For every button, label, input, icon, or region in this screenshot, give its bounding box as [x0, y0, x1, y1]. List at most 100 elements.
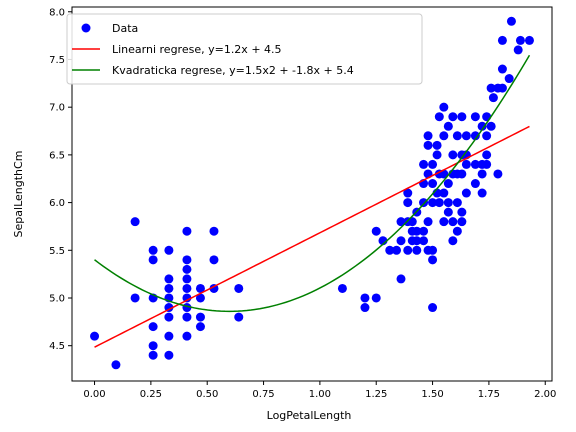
- y-axis: 4.5 5.0 5.5 6.0 6.5 7.0 7.5 8.0: [49, 7, 72, 352]
- legend-marker-data: [81, 23, 91, 33]
- data-point: [488, 93, 498, 103]
- data-point: [195, 293, 205, 303]
- x-tick-label: 1.75: [478, 389, 500, 400]
- data-point: [403, 188, 413, 198]
- data-point: [419, 159, 429, 169]
- data-point: [439, 102, 449, 112]
- data-point: [164, 331, 174, 341]
- x-tick-label: 1.00: [309, 389, 331, 400]
- data-point: [428, 198, 438, 208]
- data-point: [423, 131, 433, 141]
- data-point: [396, 274, 406, 284]
- data-point: [111, 360, 121, 370]
- data-point: [477, 169, 487, 179]
- data-point: [457, 207, 467, 217]
- data-point: [493, 169, 503, 179]
- data-point: [148, 255, 158, 265]
- data-point: [182, 283, 192, 293]
- data-point: [439, 217, 449, 227]
- data-point: [470, 112, 480, 122]
- legend-label-quadratic: Kvadraticka regrese, y=1.5x2 + -1.8x + 5…: [112, 64, 354, 77]
- data-point: [486, 121, 496, 131]
- legend-label-data: Data: [112, 22, 138, 35]
- y-tick-label: 7.5: [49, 55, 65, 66]
- data-point: [477, 188, 487, 198]
- data-point: [182, 264, 192, 274]
- data-point: [423, 140, 433, 150]
- data-point: [513, 45, 523, 55]
- x-tick-label: 0.75: [252, 389, 274, 400]
- data-point: [428, 159, 438, 169]
- quadratic-regression-curve: [94, 54, 531, 313]
- data-point: [195, 322, 205, 332]
- data-point: [403, 198, 413, 208]
- data-point: [448, 236, 458, 246]
- data-point: [182, 312, 192, 322]
- data-point: [506, 16, 516, 26]
- data-point: [457, 169, 467, 179]
- data-point: [371, 293, 381, 303]
- y-tick-label: 8.0: [49, 7, 65, 18]
- x-tick-label: 1.25: [365, 389, 387, 400]
- data-point: [443, 179, 453, 189]
- data-point: [452, 198, 462, 208]
- data-point: [423, 217, 433, 227]
- data-point: [448, 150, 458, 160]
- data-point: [396, 236, 406, 246]
- data-point: [439, 131, 449, 141]
- data-point: [419, 226, 429, 236]
- data-point: [457, 112, 467, 122]
- y-axis-label: SepalLengthCm: [12, 151, 25, 238]
- data-point: [392, 245, 402, 255]
- data-point: [148, 322, 158, 332]
- data-point: [182, 293, 192, 303]
- data-point: [470, 159, 480, 169]
- data-point: [164, 312, 174, 322]
- data-point: [130, 217, 140, 227]
- data-point: [182, 255, 192, 265]
- data-point: [360, 303, 370, 313]
- data-point: [461, 159, 471, 169]
- data-point: [443, 198, 453, 208]
- data-point: [428, 245, 438, 255]
- data-point: [419, 236, 429, 246]
- data-point: [504, 74, 514, 84]
- data-point: [439, 188, 449, 198]
- data-point: [448, 217, 458, 227]
- data-point: [182, 274, 192, 284]
- data-point: [385, 245, 395, 255]
- data-point: [428, 255, 438, 265]
- data-point: [182, 226, 192, 236]
- data-point: [164, 350, 174, 360]
- data-point: [443, 121, 453, 131]
- data-point: [443, 207, 453, 217]
- data-point: [497, 64, 507, 74]
- data-point: [452, 226, 462, 236]
- data-point: [477, 121, 487, 131]
- data-point: [452, 131, 462, 141]
- data-point: [360, 293, 370, 303]
- data-point: [486, 83, 496, 93]
- data-point: [524, 35, 534, 45]
- data-point: [412, 236, 422, 246]
- data-point: [234, 283, 244, 293]
- legend: Data Linearni regrese, y=1.2x + 4.5 Kvad…: [66, 13, 423, 85]
- data-point: [209, 255, 219, 265]
- data-point: [195, 312, 205, 322]
- data-point: [337, 283, 347, 293]
- data-point: [164, 245, 174, 255]
- data-point: [164, 283, 174, 293]
- data-point: [432, 140, 442, 150]
- data-point: [497, 83, 507, 93]
- data-point: [497, 35, 507, 45]
- data-point: [234, 312, 244, 322]
- data-point: [403, 245, 413, 255]
- legend-box: [66, 13, 423, 85]
- y-tick-label: 7.0: [49, 103, 65, 114]
- data-point: [432, 150, 442, 160]
- x-tick-label: 2.00: [534, 389, 556, 400]
- x-axis-label: LogPetalLength: [267, 409, 352, 422]
- legend-label-linear: Linearni regrese, y=1.2x + 4.5: [112, 43, 282, 56]
- x-tick-label: 1.50: [421, 389, 443, 400]
